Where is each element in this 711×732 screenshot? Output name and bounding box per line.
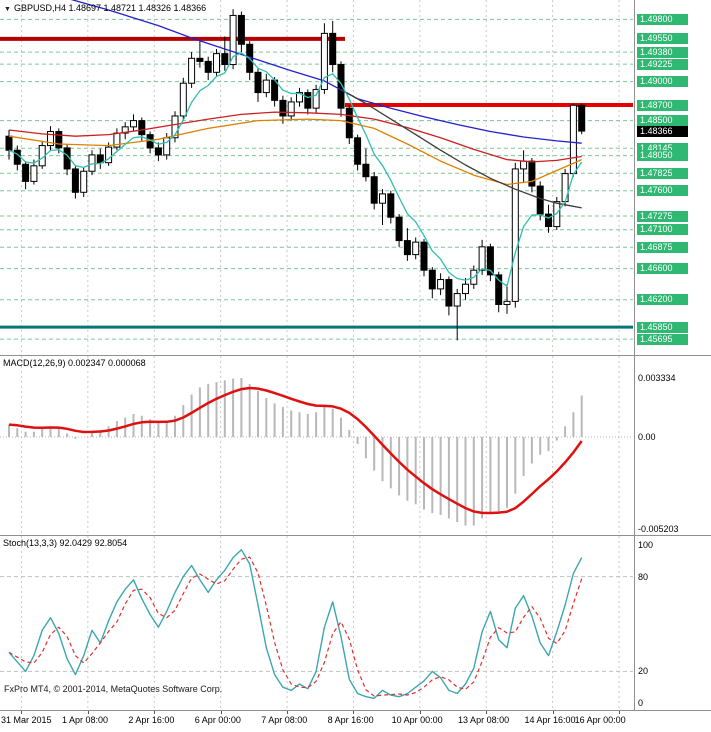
time-axis-label: 1 Apr 08:00	[62, 715, 109, 725]
price-axis-label: 1.49550	[637, 33, 688, 45]
price-axis-label: 1.46600	[637, 263, 688, 275]
symbol-marker-icon: ▼	[4, 6, 11, 13]
price-axis-label: 1.49380	[637, 46, 688, 58]
time-axis-label: 2 Apr 16:00	[128, 715, 175, 725]
time-axis-tick	[87, 711, 89, 714]
price-axis-label: 1.46875	[637, 241, 688, 253]
time-axis-tick	[419, 711, 421, 714]
macd-indicator-label: MACD(12,26,9) 0.002347 0.000068	[3, 358, 146, 368]
price-axis-label: 1.47600	[637, 185, 688, 197]
indicator-scale-label: -0.005203	[638, 524, 679, 535]
time-axis-label: 6 Apr 00:00	[194, 715, 241, 725]
panel-separator	[0, 535, 711, 536]
price-axis-label: 1.48145	[637, 142, 688, 154]
macd-panel-canvas[interactable]	[0, 356, 635, 535]
price-axis-label: 1.47100	[637, 224, 688, 236]
price-axis-label: 1.49800	[637, 13, 688, 25]
indicator-scale-label: 0.003334	[638, 372, 676, 383]
time-axis-label: 16 Apr 00:00	[574, 715, 626, 725]
axis-separator	[634, 0, 635, 710]
indicator-scale-label: 0.00	[638, 432, 656, 442]
price-axis-label: 1.48700	[637, 99, 688, 111]
indicator-scale-label: 20	[638, 666, 649, 677]
indicator-scale-label: 0	[638, 698, 644, 708]
main-price-chart-canvas[interactable]	[0, 0, 635, 355]
time-axis-tick	[552, 711, 554, 714]
panel-separator	[0, 355, 711, 356]
price-axis-label: 1.49000	[637, 76, 688, 88]
price-axis-label: 1.46200	[637, 294, 688, 306]
time-axis-tick	[353, 711, 355, 714]
current-price-label: 1.48366	[637, 125, 688, 137]
time-axis[interactable]: 31 Mar 2015 1 Apr 08:00 2 Apr 16:00 6 Apr 0…	[0, 711, 711, 732]
time-axis-label: 14 Apr 16:00	[524, 715, 576, 725]
time-axis-label: 8 Apr 16:00	[327, 715, 374, 725]
time-axis-label: 10 Apr 00:00	[391, 715, 443, 725]
panel-separator	[0, 710, 711, 711]
time-axis-label: 13 Apr 08:00	[458, 715, 510, 725]
time-axis-tick	[21, 711, 23, 714]
chart-title: ▼ GBPUSD,H4 1.48697 1.48721 1.48326 1.483…	[4, 3, 206, 13]
price-axis-label: 1.45695	[637, 333, 688, 345]
time-axis-tick	[619, 711, 621, 714]
indicator-scale-label: 80	[638, 571, 649, 582]
price-axis-label: 1.49225	[637, 58, 688, 70]
stoch-indicator-label: Stoch(13,3,3) 92.0429 92.8054	[3, 538, 128, 548]
price-axis-label: 1.48500	[637, 115, 688, 127]
stoch-panel-canvas[interactable]	[0, 536, 635, 710]
price-axis-label: 1.47825	[637, 167, 688, 179]
price-axis-label: 1.47275	[637, 210, 688, 222]
time-axis-tick	[486, 711, 488, 714]
price-axis-label: 1.48050	[637, 150, 688, 162]
time-axis-label: 31 Mar 2015	[1, 715, 52, 725]
chart-title-text: GBPUSD,H4 1.48697 1.48721 1.48326 1.4836…	[13, 3, 207, 13]
indicator-scale-label: 100	[638, 540, 654, 550]
time-axis-tick	[287, 711, 289, 714]
time-axis-label: 7 Apr 08:00	[261, 715, 308, 725]
price-axis-label: 1.45850	[637, 321, 688, 333]
time-axis-tick	[220, 711, 222, 714]
copyright-text: FxPro MT4, © 2001-2014, MetaQuotes Softw…	[4, 684, 223, 694]
time-axis-tick	[154, 711, 156, 714]
